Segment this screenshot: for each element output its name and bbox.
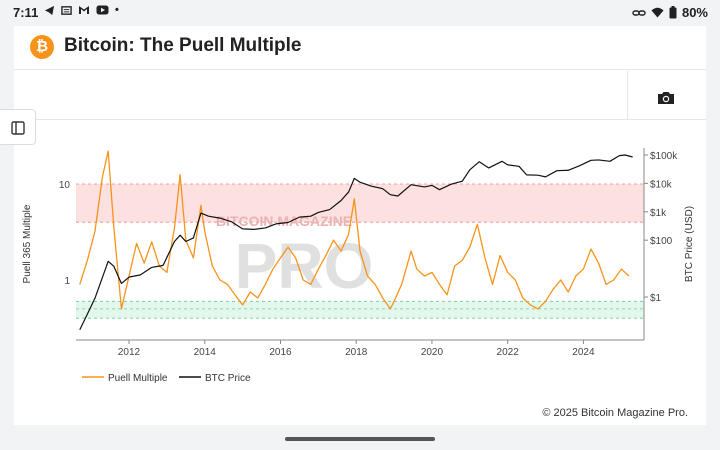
x-tick-label: 2022: [497, 347, 520, 358]
sidebar-panel-icon: [11, 121, 25, 135]
y-right-tick-label: $1k: [650, 208, 667, 219]
y-right-tick-label: $10k: [650, 179, 673, 190]
y-left-tick-label: 10: [59, 180, 71, 191]
battery-icon: [669, 6, 677, 19]
youtube-icon: [96, 5, 109, 15]
series-line-btc-price: [79, 154, 633, 331]
status-time: 7:11: [13, 5, 39, 20]
y-right-tick-label: $100: [650, 236, 673, 247]
x-tick-label: 2018: [345, 347, 368, 358]
app-window: ₿ Bitcoin: The Puell Multiple © 2025 Bit…: [14, 26, 706, 425]
y-right-tick-label: $1: [650, 293, 662, 304]
status-notification-icons: •: [44, 4, 119, 16]
watermark-bottom: PRO: [235, 230, 374, 302]
sidebar-toggle-button[interactable]: [0, 109, 36, 145]
x-tick-label: 2014: [194, 347, 217, 358]
status-system-icons: 80%: [632, 5, 708, 20]
page-header: ₿ Bitcoin: The Puell Multiple: [14, 26, 706, 70]
status-bar: 7:11 • 80%: [0, 0, 720, 26]
y-right-tick-label: $100k: [650, 151, 678, 162]
system-nav-bar: [0, 425, 720, 450]
gmail-icon: [79, 6, 89, 14]
wifi-icon: [651, 7, 664, 18]
x-tick-label: 2012: [118, 347, 141, 358]
dot-icon: •: [115, 4, 119, 16]
x-tick-label: 2020: [421, 347, 444, 358]
band-high: [76, 184, 644, 223]
y-left-axis-title: Puell 365 Multiple: [22, 204, 33, 283]
legend-label-btc-price: BTC Price: [205, 373, 251, 384]
legend-label-puell-multiple: Puell Multiple: [108, 373, 168, 384]
copyright-text: © 2025 Bitcoin Magazine Pro.: [542, 407, 688, 419]
x-tick-label: 2024: [572, 347, 595, 358]
bitcoin-logo-icon: ₿: [30, 35, 54, 59]
x-tick-label: 2016: [269, 347, 292, 358]
link-icon: [632, 9, 646, 16]
battery-level: 80%: [681, 5, 708, 20]
news-icon: [61, 5, 72, 15]
page-title: Bitcoin: The Puell Multiple: [64, 35, 302, 56]
camera-icon[interactable]: [657, 91, 675, 105]
home-gesture-handle[interactable]: [285, 437, 435, 441]
puell-multiple-chart: BITCOIN MAGAZINE PRO 2012 2014 2016 2018 2020 2…: [14, 120, 706, 410]
watermark-top: BITCOIN MAGAZINE: [216, 213, 352, 229]
chart-toolbar: [14, 71, 706, 119]
toolbar-divider-line: [14, 119, 706, 120]
y-left-tick-label: 1: [64, 276, 70, 287]
telegram-icon: [44, 5, 55, 15]
toolbar-divider: [627, 71, 628, 119]
band-low: [76, 301, 644, 319]
y-right-axis-title: BTC Price (USD): [684, 206, 695, 282]
